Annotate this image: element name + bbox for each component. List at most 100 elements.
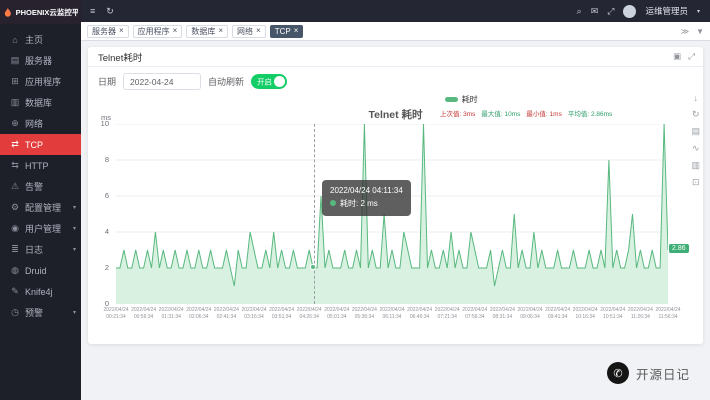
sidebar-item-label: 配置管理 bbox=[25, 201, 61, 214]
x-axis-label: 2022/04/2403:16:34 bbox=[241, 307, 266, 320]
chevron-down-icon: ▾ bbox=[73, 225, 76, 232]
data-zoom-icon[interactable]: ⊡ bbox=[692, 177, 700, 188]
restore-icon[interactable]: ↻ bbox=[692, 109, 700, 120]
filter-row: 日期 自动刷新 开启 bbox=[88, 67, 703, 92]
tab-database[interactable]: 数据库× bbox=[186, 25, 228, 38]
topbar-right: ⌕ ✉ ⤢ 运维管理员 ▾ bbox=[577, 5, 710, 18]
home-icon: ⌂ bbox=[9, 35, 21, 45]
sidebar-item-log[interactable]: ≣日志▾ bbox=[0, 239, 81, 260]
x-axis-label: 2022/04/2409:06:34 bbox=[517, 307, 542, 320]
tab-network[interactable]: 网络× bbox=[232, 25, 266, 38]
sidebar-item-label: 数据库 bbox=[25, 96, 52, 109]
chevron-down-icon: ▾ bbox=[73, 204, 76, 211]
warning-icon: ◷ bbox=[9, 307, 21, 318]
tab-tcp[interactable]: TCP× bbox=[270, 25, 304, 38]
chart-stat: 上次值: 3ms bbox=[440, 111, 475, 118]
sidebar-item-server[interactable]: ▤服务器 bbox=[0, 50, 81, 71]
chart-subtitle: 上次值: 3ms最大值: 10ms最小值: 1ms平均值: 2.86ms bbox=[440, 108, 618, 118]
sidebar-item-label: Knife4j bbox=[25, 287, 53, 297]
user-icon: ◉ bbox=[9, 223, 21, 234]
telnet-chart: 耗时 Telnet 耗时 上次值: 3ms最大值: 10ms最小值: 1ms平均… bbox=[88, 94, 703, 340]
x-axis-label: 2022/04/2410:51:34 bbox=[600, 307, 625, 320]
sidebar-item-home[interactable]: ⌂主页 bbox=[0, 29, 81, 50]
x-axis-label: 2022/04/2400:21:34 bbox=[103, 307, 128, 320]
message-icon[interactable]: ✉ bbox=[591, 6, 599, 17]
tab-application[interactable]: 应用程序× bbox=[133, 25, 183, 38]
sidebar-menu: ⌂主页▤服务器⊞应用程序▥数据库⊕网络⇄TCP⇆HTTP⚠告警⚙配置管理▾◉用户… bbox=[0, 29, 81, 323]
y-axis-labels: 0246810 bbox=[88, 124, 112, 304]
watermark-text: 开源日记 bbox=[636, 364, 690, 383]
fullscreen-icon[interactable]: ⤢ bbox=[688, 51, 695, 62]
alarm-icon: ⚠ bbox=[9, 181, 21, 192]
line-chart-icon[interactable]: ∿ bbox=[692, 143, 700, 154]
sidebar-item-database[interactable]: ▥ 数据库 bbox=[0, 92, 81, 113]
chart-toolbox: ↓ ↻ ▤ ∿ ▥ ⊡ bbox=[691, 93, 700, 188]
close-icon[interactable]: × bbox=[294, 27, 299, 35]
panel-controls: ▣⤢ bbox=[673, 51, 695, 62]
sidebar-item-knife4j[interactable]: ✎Knife4j bbox=[0, 281, 81, 302]
database-icon: ▥ bbox=[9, 97, 21, 108]
date-input[interactable] bbox=[123, 73, 201, 90]
bar-chart-icon[interactable]: ▥ bbox=[691, 160, 700, 171]
tabs-bar: 服务器× 应用程序×数据库× 网络× TCP× ≫ ▼ bbox=[81, 22, 710, 41]
save-image-icon[interactable]: ↓ bbox=[693, 93, 698, 103]
close-icon[interactable]: × bbox=[173, 27, 178, 35]
flame-logo-icon bbox=[3, 6, 13, 19]
hover-point bbox=[310, 264, 316, 270]
legend-item[interactable]: 耗时 bbox=[445, 94, 478, 105]
sidebar-item-alarm[interactable]: ⚠ 告警 bbox=[0, 176, 81, 197]
username[interactable]: 运维管理员 bbox=[645, 5, 688, 17]
chart-stat: 最大值: 10ms bbox=[481, 111, 520, 118]
x-axis-label: 2022/04/2400:56:34 bbox=[131, 307, 156, 320]
sidebar-item-application[interactable]: ⊞应用程序 bbox=[0, 71, 81, 92]
sidebar-item-config-management[interactable]: ⚙配置管理▾ bbox=[0, 197, 81, 218]
chevron-down-icon: ▾ bbox=[73, 309, 76, 316]
tab-server[interactable]: 服务器× bbox=[87, 25, 129, 38]
sidebar-item-http[interactable]: ⇆HTTP bbox=[0, 155, 81, 176]
sidebar-item-network[interactable]: ⊕网络 bbox=[0, 113, 81, 134]
sidebar-item-tcp[interactable]: ⇄TCP bbox=[0, 134, 81, 155]
sidebar-item-warning[interactable]: ◷ 预警 ▾ bbox=[0, 302, 81, 323]
hamburger-icon[interactable]: ≡ bbox=[90, 6, 95, 17]
sidebar-item-label: 用户管理 bbox=[25, 222, 61, 235]
x-axis-label: 2022/04/2408:31:34 bbox=[490, 307, 515, 320]
sidebar-item-label: 告警 bbox=[25, 180, 43, 193]
close-icon[interactable]: × bbox=[256, 27, 261, 35]
close-icon[interactable]: × bbox=[218, 27, 223, 35]
close-icon[interactable]: × bbox=[119, 27, 124, 35]
sidebar-item-label: TCP bbox=[25, 140, 43, 150]
sidebar: PHOENIX云监控平台 ⌂主页▤服务器⊞应用程序▥数据库⊕网络⇄TCP⇆HTT… bbox=[0, 0, 81, 400]
x-axis-label: 2022/04/2402:06:34 bbox=[186, 307, 211, 320]
druid-icon: ◍ bbox=[9, 265, 21, 276]
refresh-icon[interactable]: ↻ bbox=[106, 6, 114, 17]
topbar-left: ≡ ↻ bbox=[81, 6, 114, 17]
sidebar-item-label: 预警 bbox=[25, 306, 43, 319]
panel-title: Telnet耗时 bbox=[98, 50, 142, 64]
x-axis-labels: 2022/04/2400:21:342022/04/2400:56:342022… bbox=[116, 307, 668, 329]
content: Telnet耗时 ▣⤢ 日期 自动刷新 开启 耗时 Telnet 耗时 bbox=[81, 41, 710, 400]
auto-refresh-switch[interactable]: 开启 bbox=[251, 74, 287, 89]
x-axis-label: 2022/04/2406:11:34 bbox=[379, 307, 404, 320]
y-axis-label: 10 bbox=[89, 119, 109, 128]
telnet-panel: Telnet耗时 ▣⤢ 日期 自动刷新 开启 耗时 Telnet 耗时 bbox=[88, 47, 703, 344]
tabs-overflow-icon[interactable]: ≫ bbox=[681, 27, 689, 36]
fullscreen-icon[interactable]: ⤢ bbox=[607, 6, 614, 17]
data-view-icon[interactable]: ▤ bbox=[691, 126, 700, 137]
tooltip-time: 2022/04/24 04:11:34 bbox=[330, 185, 403, 198]
switch-knob bbox=[274, 76, 285, 87]
tabs-dropdown-icon[interactable]: ▼ bbox=[696, 27, 704, 36]
tabs-controls: ≫ ▼ bbox=[681, 27, 704, 36]
chart-stat: 平均值: 2.86ms bbox=[568, 111, 612, 118]
sidebar-item-druid[interactable]: ◍Druid bbox=[0, 260, 81, 281]
x-axis-label: 2022/04/2407:56:34 bbox=[462, 307, 487, 320]
sidebar-item-user-management[interactable]: ◉ 用户管理 ▾ bbox=[0, 218, 81, 239]
axis-pointer-line bbox=[314, 124, 315, 304]
tooltip-row: 耗时: 2 ms bbox=[330, 198, 403, 211]
topbar-icons: ⌕ ✉ ⤢ bbox=[577, 6, 615, 17]
avatar[interactable] bbox=[623, 5, 636, 18]
sidebar-item-label: 日志 bbox=[25, 243, 43, 256]
x-axis-label: 2022/04/2409:41:34 bbox=[545, 307, 570, 320]
search-icon[interactable]: ⌕ bbox=[577, 6, 582, 17]
chevron-down-icon[interactable]: ▾ bbox=[697, 8, 700, 15]
copy-icon[interactable]: ▣ bbox=[673, 51, 681, 62]
